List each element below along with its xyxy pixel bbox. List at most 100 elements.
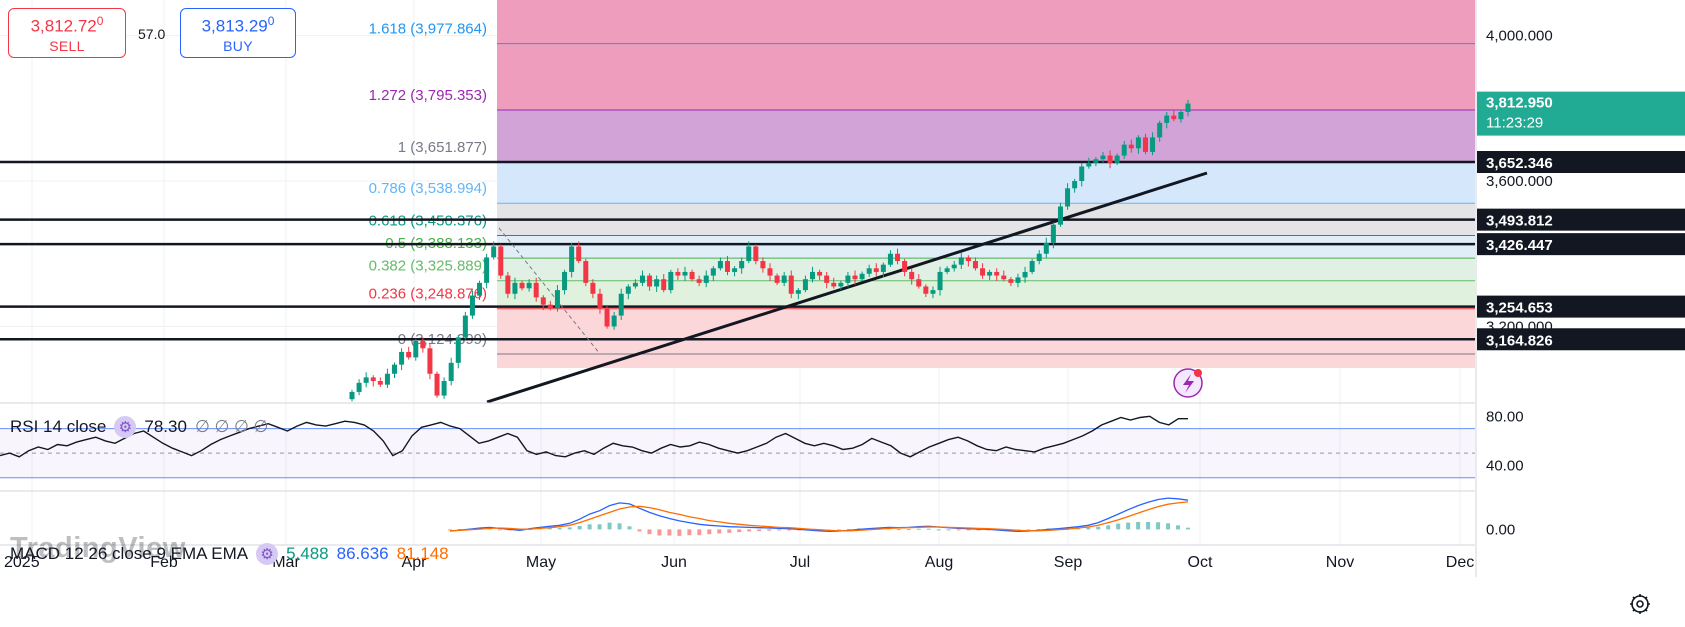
time-axis[interactable]: 2025 Feb Mar Apr May Jun Jul Aug Sep Oct Nov Dec: [4, 554, 1474, 571]
price-tag-background: [1477, 328, 1685, 351]
candle-body: [420, 341, 426, 349]
candle-body: [817, 271, 823, 276]
fib-label-1: 1 (3,651.877): [398, 139, 487, 156]
macd-histogram-bar: [846, 529, 851, 531]
price-tag-background: [1477, 151, 1685, 173]
flash-icon[interactable]: [1183, 374, 1194, 393]
candle-body: [434, 373, 440, 396]
candle-body: [909, 271, 915, 280]
candle-body: [1022, 271, 1028, 278]
macd-histogram-bar: [677, 529, 682, 536]
candle-body: [1178, 111, 1184, 120]
candle-body: [632, 282, 638, 287]
candle-body: [1015, 277, 1021, 283]
trendline-line[interactable]: [486, 171, 1208, 404]
macd-histogram-bar: [448, 529, 452, 531]
candle-body: [370, 377, 376, 382]
price-tag-label: 3,652.346: [1486, 155, 1553, 172]
candle-body: [1128, 144, 1134, 149]
buy-button[interactable]: 3,813.290 BUY: [180, 8, 296, 58]
candle-body: [944, 268, 950, 272]
macd-histogram-bar: [926, 528, 931, 530]
macd-legend[interactable]: MACD 12 26 close 9 EMA EMA ⚙ 5.488 86.63…: [10, 543, 449, 565]
candle-body: [1142, 137, 1148, 152]
sell-button[interactable]: 3,812.720 SELL: [8, 8, 126, 58]
price-tag-label: 3,426.447: [1486, 237, 1553, 254]
time-axis-label: Jul: [790, 554, 810, 571]
candle-body: [647, 275, 653, 287]
candle-body: [1079, 166, 1085, 182]
candle-body: [1121, 144, 1127, 156]
price-axis[interactable]: 4,000.0003,600.0003,200.00080.0040.000.0…: [1477, 0, 1685, 577]
fib-label-0.236: 0.236 (3,248.876): [369, 286, 487, 303]
candle-body: [477, 282, 483, 296]
candle-body: [625, 286, 631, 294]
macd-histogram-bar: [577, 526, 582, 530]
horizontal-support-resistance-lines[interactable]: [0, 160, 1475, 341]
macd-histogram-bar: [637, 529, 642, 532]
macd-histogram-bar: [1146, 521, 1151, 530]
time-axis-label: 2025: [4, 554, 40, 571]
fib-trend-dashed-line: [498, 227, 601, 355]
candle-body: [895, 253, 901, 262]
candle-body: [469, 295, 475, 316]
candle-body: [526, 282, 532, 289]
candle-body: [980, 268, 986, 276]
candle-body: [349, 391, 355, 400]
indicator-settings-icon[interactable]: ⚙: [114, 416, 137, 438]
alert-flash-icon[interactable]: [1173, 368, 1203, 398]
macd-histogram-value: 5.488: [286, 544, 329, 563]
candle-body: [710, 268, 716, 276]
candle-body: [994, 271, 1000, 276]
chart-settings-icon[interactable]: [1628, 592, 1652, 616]
candle-body: [533, 282, 539, 298]
candle-body: [682, 271, 688, 276]
macd-signal-line: [449, 501, 1189, 532]
macd-histogram-bar: [717, 529, 722, 534]
candle-body: [1072, 181, 1078, 189]
macd-histogram-bar: [1096, 526, 1101, 530]
fib-label-0.618: 0.618 (3,450.376): [369, 212, 487, 229]
candle-body: [987, 271, 993, 276]
time-axis-label: Sep: [1054, 554, 1083, 571]
candle-body: [505, 275, 511, 294]
macd-histogram-bar: [557, 528, 562, 530]
trendline[interactable]: [486, 171, 1208, 404]
candle-body: [1057, 206, 1063, 225]
macd-histogram-bar: [627, 526, 632, 530]
candle-body: [965, 257, 971, 262]
rsi-axis-tick-label: 80.00: [1486, 408, 1524, 425]
fib-zone-1.618: [497, 43, 1475, 110]
rsi-legend[interactable]: RSI 14 close ⚙ 78.30 ∅ ∅ ∅ ∅: [10, 416, 268, 438]
candle-body: [1185, 103, 1191, 112]
candle-body: [1164, 115, 1170, 123]
time-axis-label: May: [526, 554, 556, 571]
candle-body: [760, 261, 766, 269]
candle-body: [930, 290, 936, 294]
indicator-settings-icon[interactable]: ⚙: [256, 543, 279, 565]
price-axis-tick-label: 4,000.000: [1486, 28, 1553, 45]
candle-body: [788, 275, 794, 294]
macd-histogram-bar: [836, 529, 841, 531]
macd-histogram-bar: [747, 529, 752, 532]
price-axis-background: [1477, 0, 1685, 577]
candle-body: [377, 381, 383, 385]
candle-body: [363, 377, 369, 383]
macd-histogram-bar: [547, 528, 552, 530]
candle-body: [873, 268, 879, 272]
candle-body: [604, 308, 610, 327]
macd-histogram-bar: [647, 529, 652, 535]
candle-body: [540, 297, 546, 305]
macd-histogram-bar: [727, 529, 732, 533]
time-axis-label: Aug: [925, 554, 953, 571]
fib-retracement-zones[interactable]: [497, 0, 1475, 368]
sell-label: SELL: [49, 37, 85, 54]
candle-body: [639, 275, 645, 283]
candle-body: [1150, 137, 1156, 152]
time-axis-label: Nov: [1326, 554, 1354, 571]
macd-signal-value: 81.148: [396, 544, 449, 563]
price-tag-background: [1477, 208, 1685, 231]
candle-body: [384, 373, 390, 385]
price-tag-background: [1477, 295, 1685, 318]
